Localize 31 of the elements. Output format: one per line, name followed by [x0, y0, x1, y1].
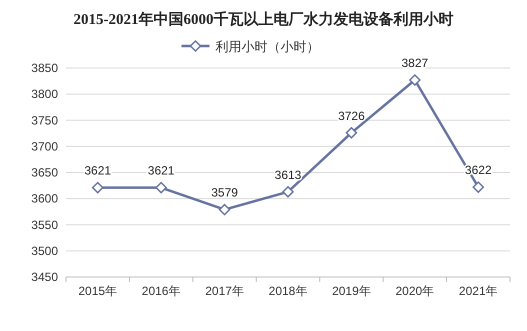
point — [346, 127, 358, 139]
data-label: 3613 — [274, 168, 302, 182]
x-tick-label: 2017年 — [205, 284, 244, 298]
data-label: 3621 — [84, 164, 112, 178]
y-tick-label: 3800 — [31, 87, 58, 102]
legend-label: 利用小时（小时） — [216, 39, 320, 54]
data-label: 3579 — [211, 186, 238, 200]
data-label: 3827 — [402, 56, 429, 70]
y-tick-label: 3600 — [31, 192, 58, 206]
y-tick-label: 3750 — [31, 113, 58, 128]
y-tick-label: 3850 — [31, 61, 58, 75]
y-tick-label: 3700 — [31, 139, 58, 154]
data-label: 3726 — [338, 108, 366, 123]
data-label: 3621 — [148, 164, 175, 178]
y-tick-label: 3450 — [31, 270, 58, 284]
x-tick-label: 2015年 — [78, 284, 118, 298]
x-tick-label: 2016年 — [142, 284, 180, 298]
point — [472, 181, 484, 193]
x-tick-label: 2018年 — [268, 284, 308, 298]
y-tick-label: 3500 — [31, 244, 58, 258]
y-tick-label: 3650 — [31, 166, 58, 180]
point — [218, 204, 230, 216]
point — [282, 186, 294, 198]
y-tick-label: 3550 — [31, 218, 58, 232]
point — [92, 182, 104, 194]
point — [409, 74, 421, 86]
x-tick-label: 2020年 — [396, 284, 434, 298]
point — [155, 182, 167, 194]
chart-title: 2015-2021年中国6000千瓦以上电厂水力发电设备利用小时 — [74, 11, 454, 28]
x-tick-label: 2019年 — [332, 284, 371, 298]
x-tick-label: 2021年 — [458, 284, 498, 298]
